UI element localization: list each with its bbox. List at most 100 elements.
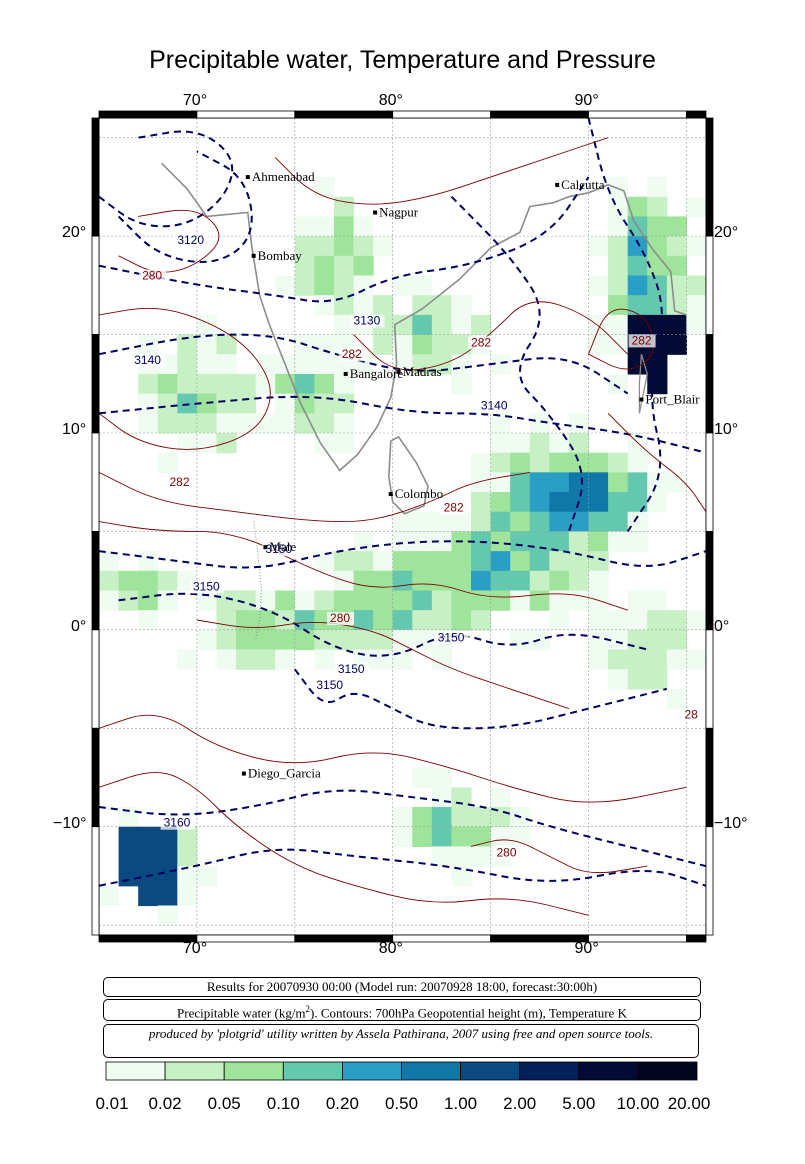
pw-cell [412, 807, 433, 828]
temperature-contour [588, 308, 654, 370]
pw-cell [353, 255, 374, 277]
pw-cell [294, 629, 315, 651]
frame-bar-top [588, 110, 687, 119]
pw-cell [510, 432, 531, 454]
pw-cell [627, 511, 648, 533]
pw-cell [666, 629, 688, 651]
pw-cell [314, 275, 335, 296]
pw-cell [216, 334, 237, 355]
pw-cell [608, 472, 629, 493]
pw-cell [588, 629, 609, 651]
pw-cell [353, 295, 374, 316]
pw-cell [510, 826, 531, 848]
pw-cell [333, 216, 355, 237]
pw-cell [451, 590, 472, 611]
pw-cell [353, 570, 374, 592]
pw-cell [647, 629, 668, 651]
temperature-contour [99, 714, 687, 803]
pw-cell [490, 472, 511, 493]
pw-cell [196, 314, 218, 336]
pw-cell [216, 629, 237, 651]
pw-cell [353, 590, 374, 611]
contour-label: 3120 [177, 233, 204, 247]
contour-label-bg [493, 846, 521, 860]
frame-bar-left [91, 531, 100, 631]
contour-label-bg [477, 399, 512, 413]
pw-cell [608, 649, 629, 670]
pw-cell [294, 590, 315, 611]
pw-cell [510, 452, 531, 473]
pw-cell [157, 905, 178, 926]
lat-tick-label-left: 20° [62, 224, 87, 242]
pw-cell [627, 590, 648, 611]
credit-info-text: produced by 'plotgrid' utility written b… [148, 1026, 654, 1041]
contour-label-bg [313, 678, 348, 692]
colorbar-tick-label: 0.01 [95, 1094, 129, 1113]
contour-label: 3150 [338, 662, 365, 676]
legend-info-text-b: ). Contours: 700hPa Geopotential height … [310, 1005, 627, 1021]
coastline-mainland [161, 162, 687, 472]
pw-cell [275, 590, 296, 611]
pw-cell [431, 570, 453, 592]
pw-cell [196, 432, 218, 454]
pw-cell [333, 314, 355, 336]
pw-cell [275, 629, 296, 651]
contour-label: 3160 [164, 816, 191, 830]
pw-cell [666, 275, 688, 296]
city-label-colombo: Colombo [395, 486, 443, 501]
pw-cell [255, 590, 276, 611]
pw-cell [412, 551, 433, 572]
pw-cell [529, 432, 550, 454]
contour-label: 280 [496, 845, 516, 859]
pw-cell [568, 472, 590, 493]
pw-cell [412, 334, 433, 355]
pw-cell [647, 177, 668, 198]
pw-cell [157, 866, 178, 887]
pw-cell [588, 531, 609, 552]
colorbar-tick-label: 20.00 [667, 1094, 711, 1113]
frame-bar-bottom [392, 934, 492, 943]
pw-cell [627, 275, 648, 296]
map-frame [91, 110, 714, 943]
pw-cell [333, 413, 355, 434]
frame-bar-right [705, 334, 714, 434]
pw-cell [529, 413, 550, 434]
pw-cell [196, 354, 218, 375]
pw-cell [451, 334, 472, 355]
pw-cell [353, 275, 374, 296]
colorbar-swatch [578, 1061, 639, 1081]
pw-cell [412, 629, 433, 651]
pw-cell [236, 610, 257, 631]
city-label-ahmenabad: Ahmenabad [252, 169, 315, 184]
pw-cell [294, 255, 315, 277]
contour-label: 3140 [134, 353, 161, 367]
pw-cell [314, 590, 335, 611]
pw-cell [275, 610, 296, 631]
pw-cell [568, 570, 590, 592]
lon-tick-label-bottom: 70° [182, 940, 208, 957]
city-marker [373, 210, 378, 215]
contour-label: 3150 [265, 542, 292, 556]
lon-tick-label-top: 90° [574, 92, 599, 109]
pw-cell [568, 531, 590, 552]
geopotential-contour [118, 592, 648, 657]
colorbar-swatch [637, 1061, 698, 1081]
pw-cell [157, 373, 178, 395]
pw-cell [333, 236, 355, 257]
pw-cell [627, 629, 648, 651]
pw-cell [568, 432, 590, 454]
pw-cell [627, 236, 648, 257]
pw-cell [588, 511, 609, 533]
pw-cell [177, 413, 198, 434]
pw-cell [549, 511, 570, 533]
pw-cell [138, 885, 159, 907]
pw-cell [99, 570, 120, 592]
pw-cell [177, 826, 198, 848]
pw-cell [431, 610, 453, 631]
pw-cell [686, 314, 706, 336]
contour-label-bg [334, 663, 369, 677]
pw-cell [647, 216, 668, 237]
contour-label: 280 [330, 611, 350, 625]
pw-cell [451, 354, 472, 375]
pw-cell [608, 452, 629, 473]
